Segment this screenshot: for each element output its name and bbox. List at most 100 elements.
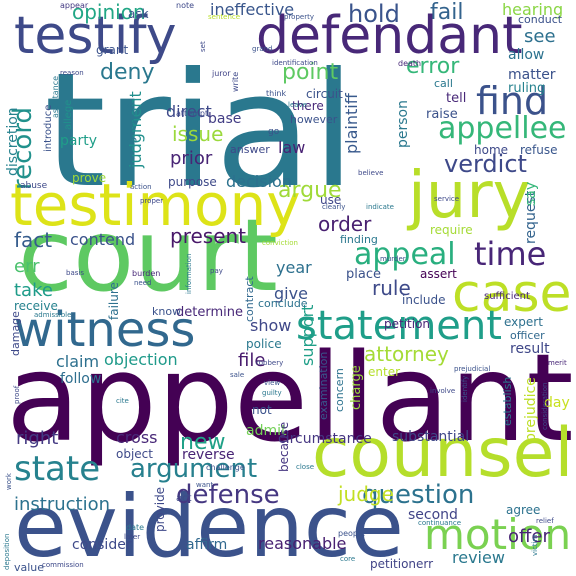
word-review: review xyxy=(452,548,505,567)
word-defendant: defendant xyxy=(256,6,523,66)
word-claim: claim xyxy=(56,352,100,371)
word-home: home xyxy=(474,143,509,157)
word-ask: ask xyxy=(128,7,149,21)
word-set: set xyxy=(199,41,207,52)
word-deposition: deposition xyxy=(3,533,11,570)
word-find: find xyxy=(476,79,549,123)
word-write: write xyxy=(231,71,240,92)
word-raise: raise xyxy=(426,107,458,122)
word-involve: involve xyxy=(430,387,456,395)
word-believe: believe xyxy=(358,169,384,177)
word-error: error xyxy=(406,54,460,79)
word-leave: leave xyxy=(288,101,307,109)
word-know: know xyxy=(152,305,182,318)
word-note: note xyxy=(176,1,195,10)
word-however: however xyxy=(290,113,338,126)
word-enter: enter xyxy=(368,365,401,379)
word-conviction: conviction xyxy=(262,239,298,247)
word-grant: grant xyxy=(96,43,129,57)
word-plaintiff: plaintiff xyxy=(342,93,361,154)
word-affirm: affirm xyxy=(186,537,228,553)
word-prejudicial: prejudicial xyxy=(454,365,491,373)
word-evidence: evidence xyxy=(14,477,404,576)
word-witness: witness xyxy=(14,302,196,358)
word-provide: provide xyxy=(153,486,167,532)
word-date: date xyxy=(126,523,145,532)
word-ineffective: ineffective xyxy=(210,0,295,19)
word-challenge: challenge xyxy=(206,463,245,472)
word-examination: examination xyxy=(317,351,330,420)
word-later: later xyxy=(124,533,141,541)
word-concern: concern xyxy=(333,368,346,412)
word-counsel: counsel xyxy=(312,414,574,493)
word-give: give xyxy=(274,284,308,303)
word-admit: admit xyxy=(246,423,287,439)
word-core: core xyxy=(340,555,356,563)
word-proof: proof xyxy=(13,385,21,404)
word-charge: charge xyxy=(349,365,364,410)
word-reason: reason xyxy=(60,69,84,77)
word-circumstance: circumstance xyxy=(278,431,372,447)
word-file: file xyxy=(238,350,266,371)
word-expert: expert xyxy=(504,315,543,329)
word-motion: motion xyxy=(424,510,572,559)
word-allege: allege xyxy=(63,99,74,130)
word-damage: damage xyxy=(9,311,22,356)
word-close: close xyxy=(296,463,315,471)
word-see: see xyxy=(524,26,556,47)
word-want: want xyxy=(196,481,214,489)
word-view: view xyxy=(264,379,281,387)
word-police: police xyxy=(246,337,282,351)
word-act: act xyxy=(176,493,192,504)
word-direct: direct xyxy=(166,102,212,121)
word-instruction: instruction xyxy=(14,494,111,515)
word-there: there xyxy=(292,99,324,113)
word-rule: rule xyxy=(372,276,411,300)
word-assert: assert xyxy=(420,267,457,281)
word-ground: ground xyxy=(123,101,137,144)
word-party: party xyxy=(60,133,97,149)
word-sufficient: sufficient xyxy=(484,291,530,302)
word-go: go xyxy=(268,127,280,137)
word-state: state xyxy=(14,449,101,489)
word-information: information xyxy=(185,253,193,294)
word-prejudice: prejudice xyxy=(523,377,539,442)
word-ruling: ruling xyxy=(508,81,546,96)
word-continuance: continuance xyxy=(418,519,462,527)
word-object: object xyxy=(116,447,153,461)
word-support: support xyxy=(298,304,317,366)
word-call: call xyxy=(434,77,453,90)
word-contend: contend xyxy=(70,230,136,249)
word-identification: identification xyxy=(272,59,318,67)
word-result: result xyxy=(510,341,550,357)
word-work: work xyxy=(5,473,13,490)
word-indicate: indicate xyxy=(366,203,394,211)
word-circuit: circuit xyxy=(306,87,343,101)
word-cite: cite xyxy=(116,397,129,405)
word-new: new xyxy=(180,430,226,455)
word-proper: proper xyxy=(140,197,164,205)
word-death: death xyxy=(398,59,422,68)
word-fail: fail xyxy=(430,0,464,25)
word-trial: trial xyxy=(44,39,356,223)
word-assistance: assistance xyxy=(51,75,60,118)
word-property: property xyxy=(284,13,314,21)
word-consideration: consideration xyxy=(541,382,549,431)
word-matter: matter xyxy=(508,67,556,83)
word-hearing: hearing xyxy=(502,0,564,19)
word-require: require xyxy=(430,223,473,237)
word-point: point xyxy=(282,60,339,85)
word-appeal: appeal xyxy=(354,237,456,272)
word-order: order xyxy=(318,212,372,236)
word-appellant: appellant xyxy=(6,328,574,469)
word-murder: murder xyxy=(380,255,406,263)
word-grand: grand xyxy=(252,45,273,53)
word-refuse: refuse xyxy=(520,143,558,157)
word-place: place xyxy=(346,267,381,282)
word-abuse: abuse xyxy=(20,181,48,191)
word-receive: receive xyxy=(14,299,58,313)
word-case: case xyxy=(452,264,572,324)
word-present: present xyxy=(170,224,247,248)
word-officer: officer xyxy=(510,329,545,342)
